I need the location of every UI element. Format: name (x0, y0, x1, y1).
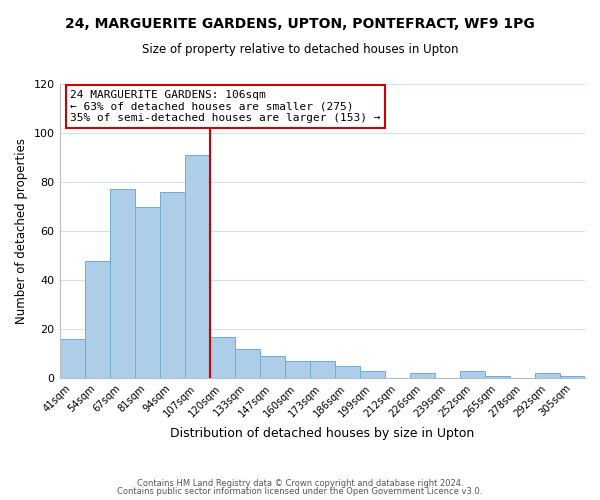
Text: 24 MARGUERITE GARDENS: 106sqm
← 63% of detached houses are smaller (275)
35% of : 24 MARGUERITE GARDENS: 106sqm ← 63% of d… (70, 90, 380, 123)
X-axis label: Distribution of detached houses by size in Upton: Distribution of detached houses by size … (170, 427, 475, 440)
Bar (160, 192, 185, 378)
Bar (360, 371, 385, 378)
Bar (134, 206, 160, 378)
Bar (209, 336, 235, 378)
Y-axis label: Number of detached properties: Number of detached properties (15, 138, 28, 324)
Bar (235, 349, 260, 378)
Bar (335, 366, 360, 378)
Bar (535, 374, 560, 378)
Bar (185, 155, 209, 378)
Bar (560, 376, 585, 378)
Text: Contains HM Land Registry data © Crown copyright and database right 2024.: Contains HM Land Registry data © Crown c… (137, 478, 463, 488)
Bar (110, 190, 134, 378)
Bar (410, 374, 435, 378)
Bar (485, 376, 510, 378)
Text: 24, MARGUERITE GARDENS, UPTON, PONTEFRACT, WF9 1PG: 24, MARGUERITE GARDENS, UPTON, PONTEFRAC… (65, 18, 535, 32)
Bar (460, 371, 485, 378)
Bar (285, 361, 310, 378)
Bar (260, 356, 285, 378)
Text: Contains public sector information licensed under the Open Government Licence v3: Contains public sector information licen… (118, 487, 482, 496)
Bar (59, 339, 85, 378)
Bar (85, 260, 110, 378)
Text: Size of property relative to detached houses in Upton: Size of property relative to detached ho… (142, 42, 458, 56)
Bar (310, 361, 335, 378)
